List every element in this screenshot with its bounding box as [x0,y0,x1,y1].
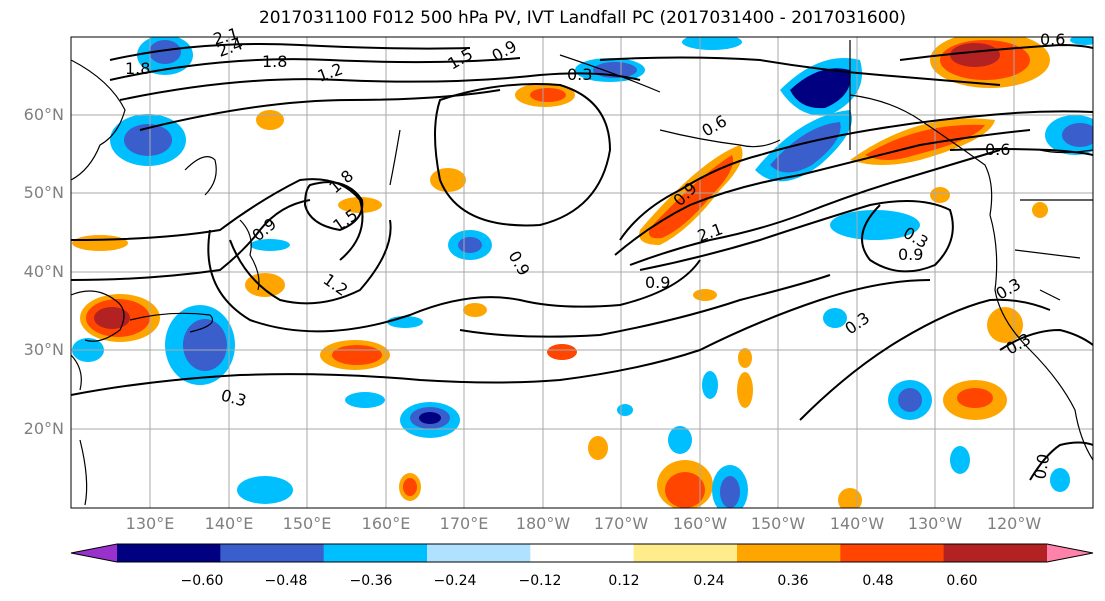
colorbar-tick-label: −0.48 [264,573,308,589]
colorbar-extend-low [71,544,117,562]
lon-label: 150°W [750,514,806,533]
colorbar-segment [117,544,221,562]
shading-negative [72,37,1093,508]
colorbar-tick-label: 0.60 [946,573,978,589]
lat-label: 50°N [23,183,64,202]
colorbar-segment [530,544,635,562]
colorbar-tick-label: 0.24 [693,573,725,589]
colorbar-tick-label: −0.60 [180,573,224,589]
lon-label: 130°W [907,514,963,533]
lon-label: 170°E [439,514,489,533]
colorbar-tick-label: −0.36 [349,573,393,589]
lat-label: 30°N [23,340,64,359]
colorbar-segment [633,544,738,562]
lon-label: 160°W [672,514,728,533]
graticule [71,37,1093,508]
lat-label: 60°N [23,105,64,124]
lon-label: 160°E [361,514,411,533]
contour-label: 1.8 [125,59,150,78]
colorbar-tick-label: −0.12 [518,573,562,589]
contour-label: 0.9 [898,245,923,264]
contour-label: 0.6 [1040,30,1065,49]
lon-label: 170°W [593,514,649,533]
map-title: 2017031100 F012 500 hPa PV, IVT Landfall… [258,8,906,28]
colorbar-outline [70,543,1094,563]
colorbar-segment [840,544,945,562]
lat-label: 20°N [23,419,64,438]
contour-label: 0.6 [985,140,1010,159]
contour-label: 1.8 [262,52,287,71]
colorbar-tick-label: 0.36 [777,573,809,589]
lon-label: 140°E [204,514,254,533]
colorbar-extend-high [1047,544,1093,562]
lon-label: 140°W [829,514,885,533]
lon-label: 130°E [125,514,175,533]
coastlines [71,40,1093,506]
lon-label: 150°E [282,514,332,533]
colorbar-tick-label: 0.12 [608,573,640,589]
colorbar-segment [737,544,841,562]
colorbar-segment [427,544,531,562]
contour-label: 0.0 [1030,452,1053,480]
colorbar-segment [943,544,1048,562]
colorbar-tick-label: 0.48 [862,573,894,589]
lat-label: 40°N [23,262,64,281]
colorbar-segment [323,544,428,562]
colorbar-segment [220,544,325,562]
contour-label: 0.3 [567,65,592,84]
colorbar-tick-label: −0.24 [433,573,477,589]
contour-label: 0.9 [645,273,670,292]
colorbar [70,543,1094,563]
lon-label: 180°W [515,514,571,533]
ivt-contours [71,43,1093,481]
map-frame [70,36,1094,509]
lon-label: 120°W [986,514,1042,533]
